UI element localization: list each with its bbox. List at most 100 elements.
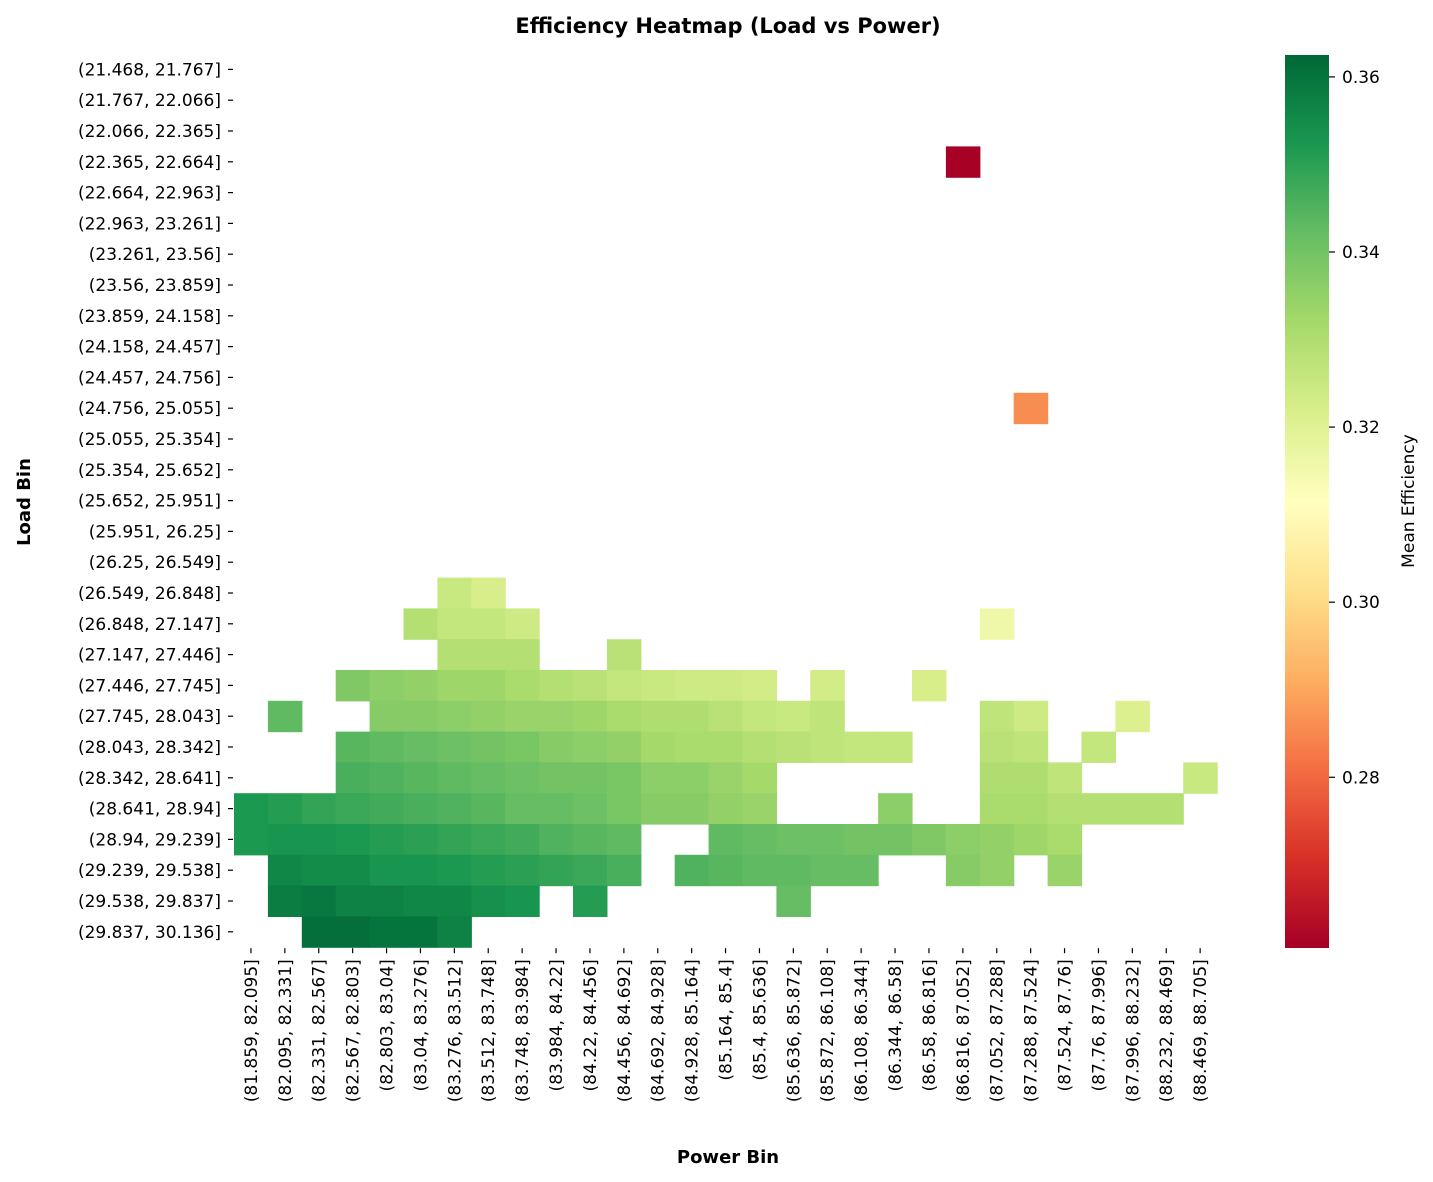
heatmap-cell — [505, 762, 540, 794]
heatmap-cell — [335, 854, 371, 887]
y-tick-label: (27.745, 28.043] — [78, 707, 221, 727]
heatmap-cell — [403, 824, 438, 856]
heatmap-cell — [471, 608, 506, 640]
x-tick-label: (82.803, 83.04] — [378, 959, 398, 1091]
colorbar-tick-label: 0.30 — [1342, 593, 1380, 613]
heatmap-cell — [267, 700, 303, 733]
heatmap-cell — [301, 824, 337, 856]
heatmap-cell — [335, 670, 371, 702]
x-tick-label: (86.108, 86.344] — [852, 959, 872, 1102]
heatmap-cell — [979, 731, 1015, 763]
heatmap-cell — [878, 731, 913, 763]
heatmap-cell — [979, 700, 1015, 733]
y-tick-label: (29.837, 30.136] — [78, 923, 221, 943]
heatmap-cell — [708, 824, 744, 856]
x-tick-label: (81.859, 82.095] — [242, 959, 262, 1102]
heatmap-cell — [403, 885, 438, 917]
heatmap-cell — [606, 639, 642, 671]
heatmap-cell — [335, 762, 371, 794]
heatmap-cell — [674, 793, 710, 825]
x-tick-label: (83.984, 84.22] — [547, 959, 567, 1091]
heatmap-cell — [606, 700, 642, 733]
heatmap-cell — [573, 762, 608, 794]
heatmap-cell — [437, 854, 472, 887]
heatmap-cell — [267, 854, 303, 887]
heatmap-cell — [573, 854, 608, 887]
y-tick-label: (22.365, 22.664] — [78, 153, 221, 173]
heatmap-cell — [471, 670, 506, 702]
y-tick-label: (23.261, 23.56] — [89, 245, 221, 265]
y-tick-label: (23.56, 23.859] — [89, 276, 221, 296]
y-tick-label: (26.25, 26.549] — [89, 553, 221, 573]
heatmap-cell — [1115, 700, 1150, 733]
heatmap-cell — [505, 731, 540, 763]
colorbar-tick-label: 0.28 — [1342, 768, 1380, 788]
y-tick-label: (26.549, 26.848] — [78, 584, 221, 604]
heatmap-cell — [403, 793, 438, 825]
colorbar — [1285, 55, 1329, 948]
colorbar-tick-label: 0.32 — [1342, 418, 1380, 438]
heatmap-cell — [606, 762, 642, 794]
heatmap-cell — [708, 793, 744, 825]
x-tick-label: (84.22, 84.456] — [581, 959, 601, 1091]
y-tick-label: (22.066, 22.365] — [78, 122, 221, 142]
heatmap-cell — [878, 793, 913, 825]
heatmap-cell — [437, 824, 472, 856]
heatmap-cell — [606, 670, 642, 702]
y-tick-label: (22.664, 22.963] — [78, 184, 221, 204]
x-tick-label: (87.996, 88.232] — [1123, 959, 1143, 1102]
heatmap-cell — [369, 885, 405, 917]
heatmap-cell — [369, 824, 405, 856]
heatmap-cells — [234, 146, 1218, 948]
y-tick-label: (28.342, 28.641] — [78, 769, 221, 789]
heatmap-cell — [505, 670, 540, 702]
y-tick-label: (25.354, 25.652] — [78, 461, 221, 481]
x-tick-label: (87.052, 87.288] — [988, 959, 1008, 1102]
heatmap-cell — [437, 762, 472, 794]
heatmap-cell — [606, 731, 642, 763]
heatmap-cell — [945, 854, 981, 887]
heatmap-cell — [1115, 793, 1150, 825]
heatmap-cell — [1013, 700, 1049, 733]
heatmap-cell — [437, 793, 472, 825]
heatmap-cell — [539, 762, 574, 794]
heatmap-cell — [640, 762, 676, 794]
heatmap-cell — [369, 762, 405, 794]
x-tick-label: (83.748, 83.984] — [513, 959, 533, 1102]
heatmap-cell — [335, 885, 371, 917]
heatmap-cell — [471, 762, 506, 794]
y-tick-label: (29.538, 29.837] — [78, 892, 221, 912]
heatmap-cell — [1149, 793, 1184, 825]
heatmap-cell — [369, 916, 405, 948]
heatmap-cell — [301, 854, 337, 887]
x-tick-label: (86.58, 86.816] — [920, 959, 940, 1091]
heatmap-cell — [912, 670, 947, 702]
heatmap-cell — [471, 731, 506, 763]
heatmap-cell — [674, 670, 710, 702]
y-tick-label: (27.446, 27.745] — [78, 676, 221, 696]
heatmap-cell — [1013, 824, 1049, 856]
y-tick-label: (25.951, 26.25] — [89, 522, 221, 542]
heatmap-cell — [267, 824, 303, 856]
heatmap-cell — [742, 731, 777, 763]
heatmap-cell — [437, 916, 472, 948]
heatmap-cell — [742, 670, 777, 702]
heatmap-cell — [471, 793, 506, 825]
x-tick-label: (86.344, 86.58] — [886, 959, 906, 1091]
heatmap-cell — [1047, 793, 1083, 825]
heatmap-cell — [403, 916, 438, 948]
heatmap-cell — [471, 700, 506, 733]
x-tick-label: (82.331, 82.567] — [310, 959, 330, 1102]
heatmap-cell — [844, 731, 879, 763]
heatmap-cell — [539, 731, 574, 763]
heatmap-cell — [844, 824, 879, 856]
y-tick-label: (25.055, 25.354] — [78, 430, 221, 450]
heatmap-cell — [742, 854, 777, 887]
colorbar-tick-label: 0.34 — [1342, 243, 1380, 263]
heatmap-cell — [267, 885, 303, 917]
heatmap-cell — [471, 885, 506, 917]
heatmap-cell — [437, 639, 472, 671]
heatmap-cell — [810, 731, 845, 763]
heatmap-cell — [742, 762, 777, 794]
heatmap-cell — [471, 854, 506, 887]
